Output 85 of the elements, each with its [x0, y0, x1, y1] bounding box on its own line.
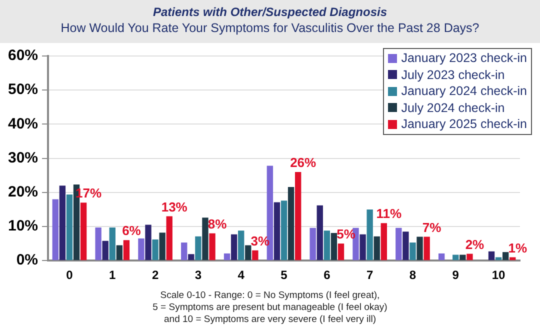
data-label: 6%: [122, 223, 142, 238]
bar: [109, 228, 116, 260]
y-tick-label: 30%: [8, 149, 38, 166]
bar: [152, 239, 158, 260]
bar: [288, 186, 294, 260]
bar: [360, 234, 366, 260]
bar: [188, 254, 194, 260]
bar: [166, 216, 172, 260]
data-label: 7%: [422, 220, 442, 235]
data-label: 1%: [508, 240, 528, 256]
bar: [460, 254, 466, 260]
text: and 10 = Symptoms are very severe (I feel very ill): [163, 314, 377, 326]
bar: [52, 199, 58, 260]
legend-label: July 2024 check-in: [401, 100, 505, 116]
bar: [252, 250, 258, 260]
x-tick-label: 6: [324, 268, 331, 282]
bar: [123, 240, 130, 260]
bar: [316, 205, 323, 260]
chart-title: Patients with Other/Suspected Diagnosis: [152, 5, 388, 19]
chart-subtitle: How Would You Rate Your Symptoms for Vasculitis Over the Past 28 Days?: [60, 21, 480, 35]
x-tick-label: 4: [238, 268, 245, 282]
legend-label: January 2023 check-in: [401, 50, 527, 66]
bar: [245, 245, 252, 260]
y-tick-label: 40%: [8, 115, 38, 132]
legend-label: January 2025 check-in: [401, 116, 527, 132]
bar: [324, 230, 330, 260]
bar: [224, 253, 230, 260]
bar: [138, 238, 144, 260]
bar: [181, 242, 188, 260]
bar: [95, 228, 102, 260]
bar: [330, 232, 338, 260]
bar: [495, 257, 502, 260]
bar: [230, 234, 238, 260]
y-tick-label: 50%: [8, 81, 38, 98]
bar: [202, 218, 208, 260]
x-tick-label: 1: [109, 268, 116, 282]
bar: [438, 253, 445, 260]
y-tick-label: 20%: [8, 184, 38, 201]
bar: [209, 233, 216, 260]
bar: [452, 254, 459, 260]
y-tick-label: 60%: [8, 47, 38, 64]
bar: [380, 223, 387, 260]
bar: [116, 245, 123, 260]
bar: [366, 209, 373, 260]
bar: [410, 242, 416, 260]
bar: [102, 240, 108, 260]
text: 5 = Symptoms are present but manageable (I feel okay): [152, 302, 388, 314]
bar: [66, 194, 73, 260]
y-tick-label: 0%: [16, 252, 38, 269]
bar: [294, 172, 302, 260]
bar: [80, 202, 87, 260]
bar: [280, 200, 288, 260]
x-tick-label: 10: [492, 268, 506, 282]
data-label: 2%: [465, 236, 485, 252]
x-tick-label: 3: [194, 268, 202, 282]
data-label: 26%: [290, 155, 317, 170]
text: Scale 0-10 - Range: 0 = No Symptoms (I feel great),: [159, 290, 381, 302]
data-label: 13%: [161, 199, 188, 214]
data-label: 11%: [376, 206, 402, 222]
x-tick-label: 9: [452, 268, 460, 282]
bar: [396, 228, 402, 260]
x-tick-label: 5: [280, 268, 288, 282]
y-tick-label: 10%: [8, 218, 38, 235]
bar: [416, 236, 423, 260]
bar: [510, 257, 516, 260]
bar: [159, 232, 166, 260]
x-tick-label: 0: [66, 268, 74, 282]
bar: [195, 236, 202, 260]
bar: [338, 244, 344, 260]
bar: [488, 251, 495, 260]
x-tick-label: 2: [152, 268, 159, 282]
legend-label: July 2023 check-in: [401, 66, 505, 83]
bar: [310, 228, 316, 260]
x-tick-label: 7: [366, 268, 374, 282]
x-tick-label: 8: [409, 268, 416, 282]
bar: [145, 224, 152, 260]
bar: [59, 186, 66, 260]
bar: [374, 236, 380, 260]
bar: [424, 236, 430, 260]
bar: [274, 202, 280, 260]
bar: [502, 252, 509, 260]
legend-label: January 2024 check-in: [401, 83, 527, 100]
bar: [466, 254, 473, 260]
bar: [402, 232, 409, 260]
bar: [238, 230, 244, 260]
